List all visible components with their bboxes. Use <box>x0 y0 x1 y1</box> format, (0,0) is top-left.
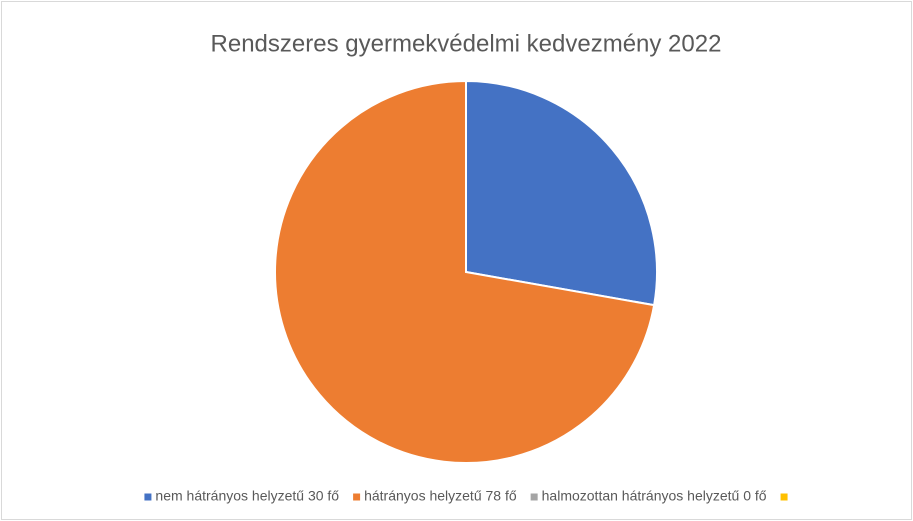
pie-slice <box>274 79 656 464</box>
legend-label: halmozottan hátrányos helyzetű 0 fő <box>542 488 767 504</box>
legend-label: nem hátrányos helyzetű 30 fő <box>155 488 339 504</box>
legend-label: hátrányos helyzetű 78 fő <box>364 488 517 504</box>
legend-swatch <box>144 493 152 501</box>
legend-swatch <box>353 493 361 501</box>
pie-slice <box>465 79 658 307</box>
legend-swatch <box>780 493 788 501</box>
chart-title: Rendszeres gyermekvédelmi kedvezmény 202… <box>211 30 722 57</box>
legend-swatch <box>530 493 538 501</box>
